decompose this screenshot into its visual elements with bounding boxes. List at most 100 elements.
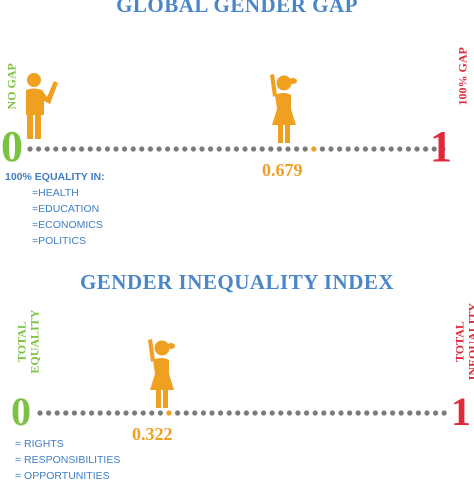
scale-dot <box>235 410 241 416</box>
scale-dot <box>407 410 413 416</box>
scale-dot <box>388 146 394 152</box>
scale-dot <box>278 410 284 416</box>
scale-dot <box>354 146 360 152</box>
man-icon <box>26 73 58 139</box>
gii-scale-line <box>37 410 447 416</box>
scale-dot <box>106 410 112 416</box>
scale-dot <box>381 410 387 416</box>
scale-dot <box>209 410 215 416</box>
scale-dot <box>156 146 162 152</box>
scale-dot <box>345 146 351 152</box>
scale-dot <box>183 410 189 416</box>
scale-dot <box>149 410 155 416</box>
scale-dot <box>192 410 198 416</box>
scale-dot <box>104 146 110 152</box>
scale-dot <box>276 146 282 152</box>
gap-zero-number: 0 <box>1 122 23 171</box>
scale-dot <box>130 146 136 152</box>
scale-dot <box>252 410 258 416</box>
list-item: = OPPORTUNITIES <box>15 470 110 482</box>
scale-dot <box>218 410 224 416</box>
list-item: = RIGHTS <box>15 438 64 450</box>
scale-dot <box>208 146 214 152</box>
scale-dot <box>371 146 377 152</box>
scale-dot <box>261 410 267 416</box>
scale-dot <box>372 410 378 416</box>
scale-dot <box>87 146 93 152</box>
scale-dot <box>304 410 310 416</box>
scale-dot <box>147 146 153 152</box>
scale-dot <box>165 146 171 152</box>
scale-dot <box>415 410 421 416</box>
scale-dot <box>259 146 265 152</box>
list-item: =POLITICS <box>32 235 86 247</box>
gap-value: 0.679 <box>262 160 303 180</box>
equality-heading: 100% EQUALITY IN: <box>5 171 105 183</box>
scale-dot <box>441 410 447 416</box>
scale-dot <box>71 410 77 416</box>
scale-dot <box>328 146 334 152</box>
scale-dot <box>63 410 69 416</box>
scale-dot <box>182 146 188 152</box>
scale-dot <box>122 146 128 152</box>
scale-dot <box>96 146 102 152</box>
list-item: =EDUCATION <box>32 203 100 215</box>
gap-scale-line <box>27 146 446 152</box>
scale-dot <box>364 410 370 416</box>
scale-dot <box>294 146 300 152</box>
scale-dot <box>251 146 257 152</box>
value-marker-dot <box>166 410 172 416</box>
scale-dot <box>132 410 138 416</box>
scale-dot <box>139 146 145 152</box>
scale-dot <box>319 146 325 152</box>
total-equality-label: TOTAL EQUALITY <box>14 296 41 388</box>
gii-one-number: 1 <box>451 389 471 434</box>
girl-icon <box>148 339 175 408</box>
scale-dot <box>414 146 420 152</box>
full-gap-label: 100% GAP <box>455 47 470 106</box>
scale-dot <box>269 410 275 416</box>
scale-dot <box>216 146 222 152</box>
scale-dot <box>70 146 76 152</box>
scale-dot <box>243 410 249 416</box>
scale-dot <box>80 410 86 416</box>
scale-dot <box>89 410 95 416</box>
total-inequality-line2: INEQUALITY <box>465 302 474 381</box>
gii-value: 0.322 <box>132 424 173 444</box>
scale-dot <box>53 146 59 152</box>
equality-list: 100% EQUALITY IN: =HEALTH =EDUCATION =EC… <box>5 169 105 249</box>
scale-dot <box>36 146 42 152</box>
total-inequality-label: TOTAL INEQUALITY <box>452 292 474 392</box>
scale-dot <box>390 410 396 416</box>
scale-dot <box>242 146 248 152</box>
list-item: =ECONOMICS <box>32 219 103 231</box>
scale-dot <box>199 146 205 152</box>
total-inequality-line1: TOTAL <box>452 321 467 363</box>
scale-dot <box>355 410 361 416</box>
scale-dot <box>312 410 318 416</box>
total-equality-line2: EQUALITY <box>27 309 41 374</box>
scale-dot <box>295 410 301 416</box>
scale-dot <box>347 410 353 416</box>
scale-dot <box>44 146 50 152</box>
scale-dot <box>321 410 327 416</box>
scale-dot <box>424 410 430 416</box>
scale-dot <box>190 146 196 152</box>
gii-zero-number: 0 <box>11 389 31 434</box>
scale-dot <box>79 146 85 152</box>
scale-dot <box>114 410 120 416</box>
scale-dot <box>433 410 439 416</box>
scale-dot <box>225 146 231 152</box>
scale-dot <box>173 146 179 152</box>
scale-dot <box>398 410 404 416</box>
scale-dot <box>113 146 119 152</box>
gap-one-number: 1 <box>430 122 452 171</box>
scale-dot <box>268 146 274 152</box>
scale-dot <box>423 146 429 152</box>
no-gap-label: NO GAP <box>4 63 19 110</box>
scale-dot <box>123 410 129 416</box>
scale-dot <box>233 146 239 152</box>
scale-dot <box>157 410 163 416</box>
scale-dot <box>338 410 344 416</box>
scale-dot <box>175 410 181 416</box>
